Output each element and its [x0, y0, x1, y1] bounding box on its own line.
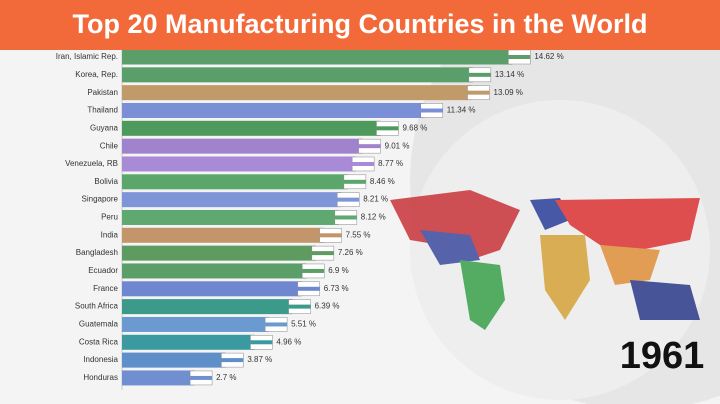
flag-stripe [297, 286, 320, 291]
bar [122, 174, 348, 190]
y-tick-label: Peru [101, 213, 118, 222]
flag-stripe [358, 144, 381, 149]
flag-stripe [302, 268, 325, 273]
bar [122, 370, 195, 386]
y-tick-label: Iran, Islamic Rep. [56, 52, 118, 61]
value-label: 13.14 % [495, 70, 524, 79]
flag-stripe [221, 358, 244, 363]
flag-stripe [508, 55, 531, 59]
flag-stripe [265, 322, 288, 327]
bar [122, 316, 270, 332]
flag-stripe [343, 179, 366, 184]
value-label: 7.26 % [338, 248, 363, 257]
y-tick-label: Bangladesh [76, 248, 118, 257]
y-tick-label: Indonesia [83, 355, 118, 364]
y-tick-label: Thailand [87, 106, 118, 115]
flag-stripe [376, 126, 399, 131]
value-label: 8.46 % [370, 177, 395, 186]
chart-title: Top 20 Manufacturing Countries in the Wo… [72, 9, 647, 39]
value-label: 7.55 % [346, 230, 371, 239]
y-tick-label: Ecuador [88, 266, 118, 275]
value-label: 14.62 % [534, 52, 563, 61]
value-label: 6.39 % [315, 302, 340, 311]
y-tick-label: Costa Rica [79, 337, 119, 346]
value-label: 8.21 % [363, 195, 388, 204]
flag-stripe [337, 197, 360, 202]
bar [122, 120, 381, 136]
value-label: 11.34 % [447, 106, 476, 115]
flag-stripe [467, 90, 490, 95]
bar [122, 85, 472, 101]
y-tick-label: South Africa [75, 302, 119, 311]
value-label: 6.9 % [328, 266, 348, 275]
bar [122, 263, 307, 279]
bar [122, 281, 302, 297]
value-label: 3.87 % [247, 355, 272, 364]
y-tick-label: Chile [100, 141, 119, 150]
bar [122, 299, 293, 315]
value-label: 9.68 % [402, 123, 427, 132]
value-label: 8.12 % [361, 213, 386, 222]
value-label: 13.09 % [494, 88, 523, 97]
value-label: 9.01 % [385, 141, 410, 150]
year-label: 1961 [620, 335, 705, 377]
y-tick-label: Singapore [82, 195, 119, 204]
bar [122, 49, 513, 65]
flag-stripe [420, 108, 443, 113]
value-label: 6.73 % [324, 284, 349, 293]
y-tick-label: Korea, Rep. [75, 70, 118, 79]
y-tick-label: Honduras [83, 373, 118, 382]
flag-stripe [190, 375, 213, 380]
y-tick-label: Guyana [90, 123, 119, 132]
value-label: 5.51 % [291, 320, 316, 329]
bar [122, 102, 425, 118]
flag-stripe [319, 233, 342, 238]
title-banner [0, 0, 720, 50]
bar [122, 227, 324, 243]
y-tick-label: Guatemala [79, 320, 119, 329]
flag-stripe [311, 251, 334, 256]
bar [122, 138, 363, 154]
world-map [390, 190, 700, 330]
flag-stripe [288, 304, 311, 309]
value-label: 4.96 % [276, 337, 301, 346]
bar [122, 352, 226, 368]
y-tick-label: Venezuela, RB [65, 159, 118, 168]
flag-stripe [352, 161, 375, 166]
flag-stripe [334, 215, 357, 220]
bar [122, 156, 357, 172]
value-label: 2.7 % [216, 373, 236, 382]
bar [122, 334, 255, 350]
y-tick-label: France [93, 284, 118, 293]
y-tick-label: Pakistan [87, 88, 118, 97]
y-tick-label: India [101, 230, 119, 239]
bar [122, 245, 316, 261]
y-tick-label: Bolivia [94, 177, 118, 186]
bar [122, 67, 473, 83]
bar [122, 209, 339, 225]
value-label: 8.77 % [378, 159, 403, 168]
bar [122, 192, 342, 208]
flag-stripe [250, 340, 273, 345]
flag-stripe [468, 72, 491, 77]
